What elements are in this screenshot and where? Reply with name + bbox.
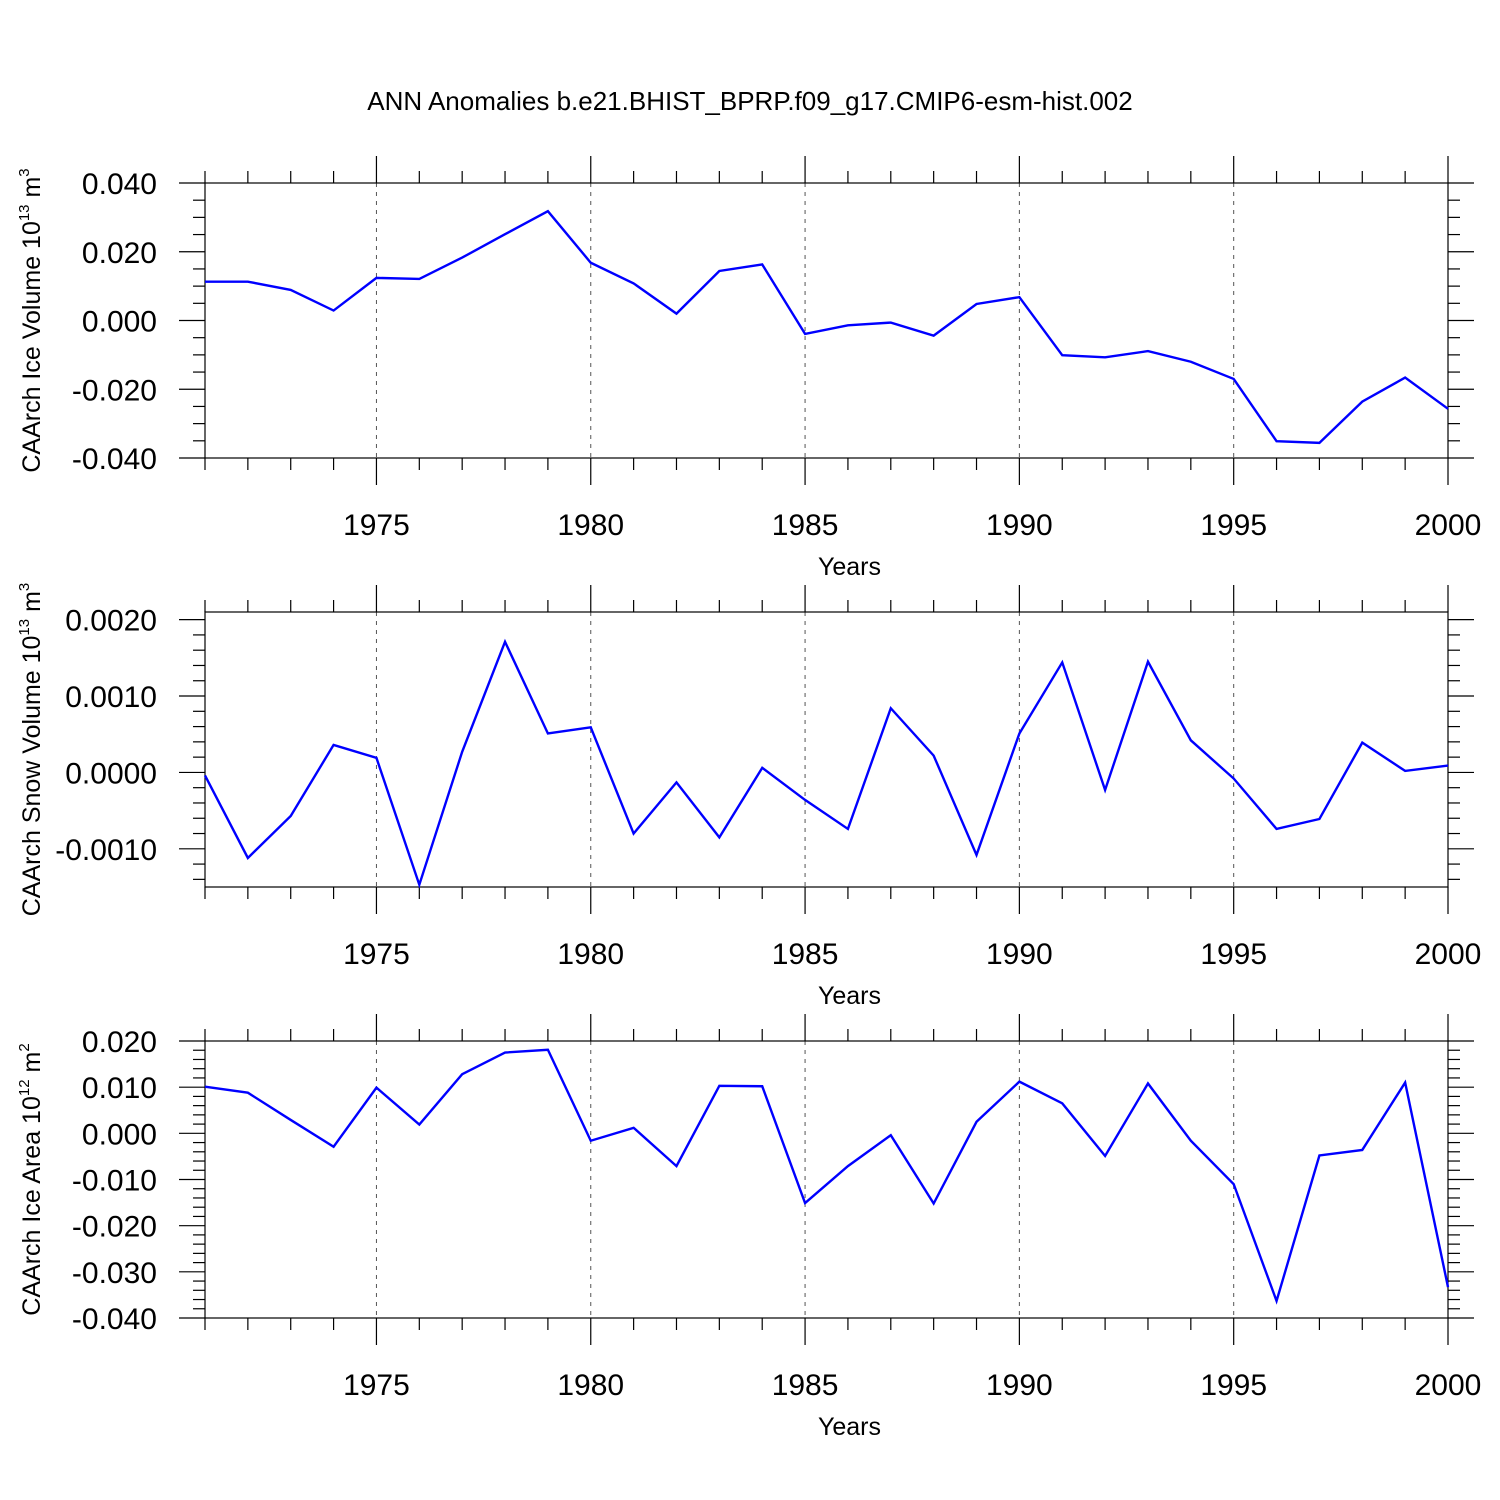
y-tick-label: -0.010 <box>72 1165 157 1198</box>
panel-3: 1975 1980 1985 1990 1995 2000 Years -0.040 -0.03… <box>16 1014 1481 1441</box>
x-tick-label: 1995 <box>1200 938 1267 971</box>
x-axis-label: Years <box>818 1413 881 1441</box>
x-tick-label: 1975 <box>343 938 410 971</box>
x-tick-label: 1980 <box>557 509 624 542</box>
y-axis-label-ylabel-unit-exp: 2 <box>16 1043 33 1051</box>
y-axis-label-ylabel-exp: 13 <box>16 619 33 636</box>
y-axis-label-ylabel-unit-exp: 3 <box>16 168 33 176</box>
y-axis-label-ylabel-main: CAArch Ice Volume 10 <box>18 221 46 473</box>
y-tick-label: 0.040 <box>82 168 157 201</box>
y-tick-label: 0.0020 <box>65 605 157 638</box>
y-tick-label: 0.0000 <box>65 757 157 790</box>
chart-title: ANN Anomalies b.e21.BHIST_BPRP.f09_g17.C… <box>367 86 1132 116</box>
y-axis-label-ylabel-exp: 13 <box>16 204 33 221</box>
y-tick-label: 0.020 <box>82 237 157 270</box>
y-axis-label: CAArch Ice Area 1012 m2 <box>16 1043 46 1315</box>
x-tick-label: 1985 <box>772 1369 839 1402</box>
y-tick-label: -0.040 <box>72 1303 157 1336</box>
x-tick-label: 1980 <box>557 938 624 971</box>
x-axis-label: Years <box>818 553 881 581</box>
x-tick-label: 1995 <box>1200 509 1267 542</box>
series-line <box>204 1048 1450 1305</box>
y-tick-label: -0.0010 <box>55 834 157 867</box>
y-axis-label-ylabel-unit-exp: 3 <box>16 583 33 591</box>
x-tick-label: 1990 <box>986 1369 1053 1402</box>
y-tick-label: -0.020 <box>72 374 157 407</box>
x-tick-label: 1985 <box>772 509 839 542</box>
x-tick-label: 1990 <box>986 938 1053 971</box>
y-axis-label-ylabel-unit: m <box>18 177 46 205</box>
y-axis-label: CAArch Ice Volume 1013 m3 <box>16 168 46 472</box>
y-tick-label: 0.000 <box>82 1118 157 1151</box>
y-tick-label: 0.020 <box>82 1026 157 1059</box>
y-tick-label: -0.040 <box>72 443 157 476</box>
y-tick-label: -0.030 <box>72 1257 157 1290</box>
chart-panels: 1975 1980 1985 1990 1995 2000 Years -0.040 -0.02… <box>16 156 1481 1441</box>
x-tick-label: 2000 <box>1415 1369 1482 1402</box>
x-tick-label: 1980 <box>557 1369 624 1402</box>
y-axis-label-ylabel-main: CAArch Ice Area 10 <box>18 1096 46 1316</box>
panel-1: 1975 1980 1985 1990 1995 2000 Years -0.040 -0.02… <box>16 156 1481 581</box>
plot-frame <box>204 611 1449 888</box>
y-axis-label-ylabel-exp: 12 <box>16 1079 33 1096</box>
panel-2: 1975 1980 1985 1990 1995 2000 Years -0.0010 0.00… <box>16 583 1481 1010</box>
y-axis-label-ylabel-unit: m <box>18 591 46 619</box>
x-tick-label: 1975 <box>343 509 410 542</box>
x-tick-label: 1990 <box>986 509 1053 542</box>
y-tick-label: 0.010 <box>82 1072 157 1105</box>
y-axis-label: CAArch Snow Volume 1013 m3 <box>16 583 46 917</box>
x-tick-label: 2000 <box>1415 509 1482 542</box>
plot-frame <box>204 182 1449 459</box>
x-tick-label: 1995 <box>1200 1369 1267 1402</box>
y-tick-label: -0.020 <box>72 1211 157 1244</box>
y-axis-label-ylabel-main: CAArch Snow Volume 10 <box>18 636 46 917</box>
series-line <box>203 638 1449 889</box>
y-tick-label: 0.000 <box>82 306 157 339</box>
y-tick-label: 0.0010 <box>65 681 157 714</box>
x-axis-label: Years <box>818 982 881 1010</box>
series-line <box>205 209 1449 445</box>
y-axis-label-ylabel-unit: m <box>18 1052 46 1080</box>
plot-frame <box>204 1040 1449 1319</box>
x-tick-label: 1975 <box>343 1369 410 1402</box>
x-tick-label: 2000 <box>1415 938 1482 971</box>
x-tick-label: 1985 <box>772 938 839 971</box>
